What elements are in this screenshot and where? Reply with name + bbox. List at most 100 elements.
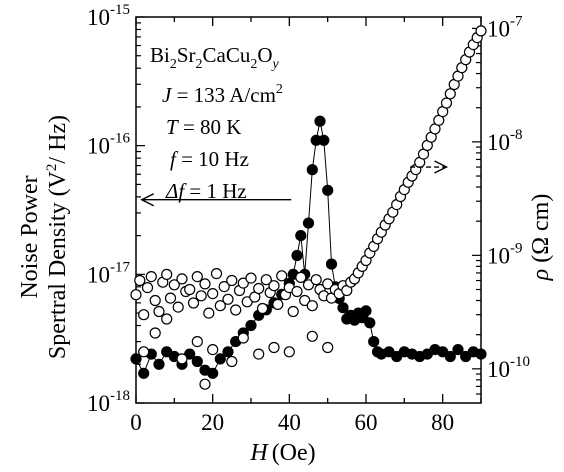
- annotation-current-density: J = 133 A/cm2: [162, 82, 283, 107]
- data-point-open: [130, 289, 142, 301]
- y-left-axis-label: Noise Power Spertral Density (V2/ Hz): [17, 115, 71, 359]
- data-point-filled: [222, 346, 234, 358]
- y-left-tick-label: 10-15: [87, 2, 130, 30]
- data-point-filled: [191, 355, 203, 368]
- data-point-open: [187, 297, 200, 309]
- data-point-open: [210, 268, 223, 280]
- arrow-head-right: [434, 160, 449, 174]
- x-tick-label: 80: [431, 410, 454, 435]
- data-point-open: [207, 288, 219, 300]
- plot-frame: [135, 16, 482, 404]
- y-right-axis-label-text: ρ(Ω cm): [528, 194, 554, 282]
- y-right-tick-label: 10-10: [487, 354, 530, 382]
- data-point-open: [199, 378, 211, 390]
- ticks-layer: 0 20 40 60 80 10-18 10-17 10-16 10-15 10-10 10-9 10…: [87, 2, 530, 435]
- data-point-open: [207, 344, 219, 356]
- data-point-filled: [207, 367, 219, 379]
- data-point-open: [256, 302, 269, 315]
- data-point-open: [138, 309, 150, 321]
- data-point-open: [138, 346, 150, 358]
- data-point-open: [168, 279, 180, 291]
- data-point-filled: [360, 305, 372, 317]
- x-tick-label: 0: [130, 410, 142, 435]
- data-point-open: [276, 270, 288, 282]
- data-point-open: [161, 268, 173, 280]
- data-point-filled: [295, 230, 307, 242]
- data-point-filled: [291, 249, 303, 262]
- data-point-open: [268, 280, 280, 292]
- data-point-open: [295, 271, 307, 283]
- data-point-filled: [475, 348, 487, 360]
- data-point-open: [245, 272, 257, 284]
- y-left-tick-label: 10-16: [87, 131, 130, 159]
- data-point-open: [272, 298, 284, 310]
- data-point-filled: [306, 164, 318, 176]
- data-point-open: [226, 274, 238, 287]
- annotation-frequency: f = 10 Hz: [170, 147, 249, 171]
- plot-area: [135, 16, 482, 404]
- data-point-open: [218, 281, 230, 293]
- data-point-open: [287, 305, 299, 318]
- data-point-open: [222, 293, 234, 305]
- data-point-filled: [322, 184, 334, 196]
- data-point-filled: [318, 134, 330, 146]
- y-right-tick-label: 10-7: [487, 13, 523, 41]
- data-point-open: [306, 300, 318, 312]
- data-point-open: [195, 290, 207, 302]
- data-point-filled: [314, 115, 326, 127]
- data-point-open: [440, 97, 453, 109]
- data-point-open: [268, 341, 280, 354]
- data-point-filled: [452, 344, 464, 356]
- data-point-open: [322, 278, 334, 290]
- data-point-open: [237, 332, 249, 344]
- data-point-open: [176, 353, 188, 365]
- data-point-open: [253, 348, 265, 360]
- data-point-open: [299, 294, 311, 307]
- marks-layer: [130, 25, 487, 390]
- annotation-block: Bi2Sr2CaCu2Oy J = 133 A/cm2 T = 80 K f =…: [150, 43, 283, 203]
- data-point-open: [149, 327, 161, 339]
- data-point-open: [230, 304, 242, 316]
- data-point-open: [302, 279, 315, 291]
- data-point-open: [164, 292, 177, 304]
- data-point-filled: [302, 217, 315, 229]
- y-right-axis-label: ρ(Ω cm): [528, 194, 554, 282]
- data-point-open: [253, 282, 265, 295]
- data-point-open: [444, 88, 456, 100]
- data-point-filled: [130, 353, 142, 365]
- data-point-open: [306, 330, 318, 342]
- annotation-compound: Bi2Sr2CaCu2Oy: [150, 43, 280, 72]
- data-point-open: [149, 294, 161, 307]
- data-point-open: [237, 277, 249, 289]
- data-point-open: [226, 355, 238, 368]
- data-point-open: [191, 336, 203, 348]
- data-point-open: [283, 346, 295, 358]
- y-right-tick-label: 10-8: [487, 127, 523, 155]
- data-point-open: [310, 274, 322, 286]
- data-point-open: [291, 285, 303, 298]
- data-point-filled: [153, 358, 165, 370]
- data-point-open: [172, 301, 184, 313]
- y-left-tick-label: 10-18: [87, 388, 130, 416]
- arrow-head-left: [140, 193, 155, 207]
- data-point-filled: [364, 317, 376, 329]
- annotation-temperature: T = 80 K: [166, 115, 241, 139]
- data-point-open: [475, 25, 487, 37]
- data-point-open: [260, 274, 272, 286]
- data-point-open: [145, 271, 157, 283]
- data-point-filled: [138, 367, 150, 379]
- x-axis-label: H (Oe): [249, 440, 315, 466]
- annotation-bandwidth: Δf = 1 Hz: [165, 179, 247, 203]
- data-point-filled: [214, 353, 226, 365]
- data-point-open: [203, 307, 215, 319]
- data-point-filled: [337, 302, 349, 314]
- data-point-filled: [245, 319, 257, 332]
- y-right-tick-label: 10-9: [487, 240, 523, 268]
- x-tick-label: 20: [201, 410, 224, 435]
- y-left-axis-label-line1: Noise Power: [17, 175, 43, 298]
- data-point-filled: [444, 350, 456, 363]
- y-left-axis-label-line2: Spertral Density (V2/ Hz): [44, 115, 71, 359]
- data-point-open: [191, 271, 203, 283]
- data-point-open: [184, 283, 196, 296]
